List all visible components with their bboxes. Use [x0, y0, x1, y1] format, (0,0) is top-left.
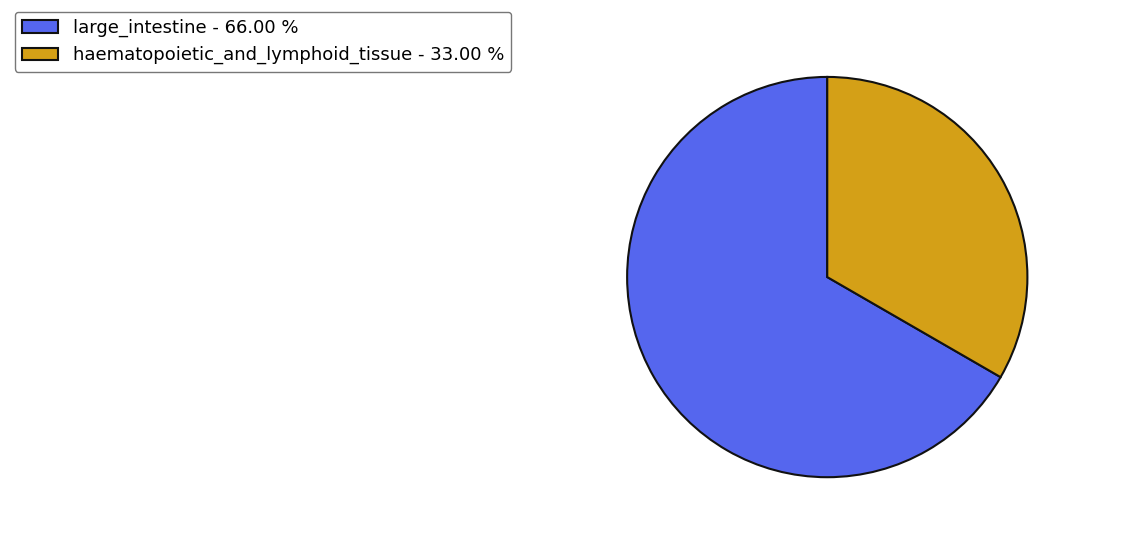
Wedge shape [827, 77, 1027, 377]
Wedge shape [627, 77, 1001, 477]
Legend: large_intestine - 66.00 %, haematopoietic_and_lymphoid_tissue - 33.00 %: large_intestine - 66.00 %, haematopoieti… [15, 12, 511, 72]
